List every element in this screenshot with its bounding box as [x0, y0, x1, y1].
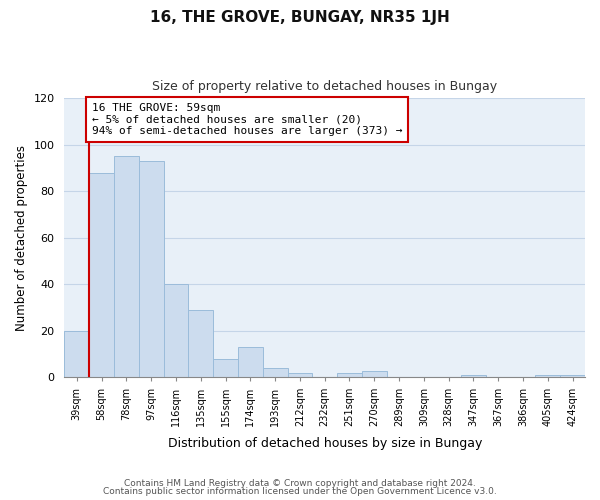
Bar — [213, 359, 238, 378]
Bar — [238, 347, 263, 378]
Bar — [164, 284, 188, 378]
Bar — [114, 156, 139, 378]
Bar — [188, 310, 213, 378]
Text: 16 THE GROVE: 59sqm
← 5% of detached houses are smaller (20)
94% of semi-detache: 16 THE GROVE: 59sqm ← 5% of detached hou… — [92, 103, 402, 136]
Bar — [461, 375, 486, 378]
Bar — [64, 331, 89, 378]
Bar — [287, 373, 313, 378]
Bar — [89, 173, 114, 378]
Bar — [535, 375, 560, 378]
Bar — [263, 368, 287, 378]
Text: Contains public sector information licensed under the Open Government Licence v3: Contains public sector information licen… — [103, 487, 497, 496]
Bar — [139, 161, 164, 378]
Text: 16, THE GROVE, BUNGAY, NR35 1JH: 16, THE GROVE, BUNGAY, NR35 1JH — [150, 10, 450, 25]
Title: Size of property relative to detached houses in Bungay: Size of property relative to detached ho… — [152, 80, 497, 93]
Bar — [362, 370, 386, 378]
Y-axis label: Number of detached properties: Number of detached properties — [15, 145, 28, 331]
Bar — [560, 375, 585, 378]
Bar — [337, 373, 362, 378]
X-axis label: Distribution of detached houses by size in Bungay: Distribution of detached houses by size … — [167, 437, 482, 450]
Text: Contains HM Land Registry data © Crown copyright and database right 2024.: Contains HM Land Registry data © Crown c… — [124, 478, 476, 488]
